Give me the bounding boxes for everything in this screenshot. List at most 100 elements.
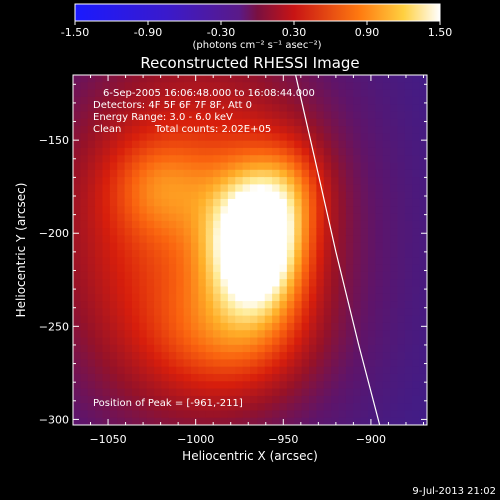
heatmap-cell <box>117 89 126 98</box>
heatmap-cell <box>390 147 399 156</box>
heatmap-cell <box>168 89 177 98</box>
heatmap-cell <box>117 381 126 390</box>
heatmap-cell <box>102 271 111 280</box>
heatmap-cell <box>198 96 207 105</box>
heatmap-cell <box>205 140 214 149</box>
heatmap-cell <box>242 118 251 127</box>
heatmap-cell <box>87 330 96 339</box>
heatmap-cell <box>213 279 222 288</box>
heatmap-cell <box>419 206 427 215</box>
heatmap-cell <box>109 344 118 353</box>
y-axis-ticks: −150−200−250−300 <box>39 83 427 426</box>
heatmap-cell <box>279 271 288 280</box>
heatmap-cell <box>338 337 347 346</box>
heatmap-cell <box>176 198 185 207</box>
heatmap-cell <box>272 403 281 412</box>
heatmap-cell <box>124 301 133 309</box>
heatmap-cell <box>117 271 126 280</box>
heatmap-cell <box>345 388 354 397</box>
heatmap-cell <box>124 257 133 266</box>
heatmap-cell <box>161 242 170 251</box>
heatmap-cell <box>80 395 89 404</box>
heatmap-cell <box>220 388 229 397</box>
heatmap-cell <box>146 96 155 105</box>
heatmap-cell <box>368 118 376 127</box>
heatmap-cell <box>390 169 399 178</box>
heatmap-cell <box>257 169 266 178</box>
heatmap-cell <box>102 235 111 244</box>
heatmap-cell <box>257 126 266 134</box>
heatmap-cell <box>257 177 266 185</box>
heatmap-cell <box>235 271 244 280</box>
heatmap-cell <box>139 352 148 360</box>
heatmap-cell <box>102 155 111 164</box>
x-axis-ticks: −1050 −1000 −950 −900 <box>89 75 424 446</box>
heatmap-cell <box>264 250 273 258</box>
heatmap-cell <box>419 264 427 273</box>
heatmap-cell <box>73 140 81 149</box>
heatmap-cell <box>191 213 199 222</box>
heatmap-cell <box>168 286 177 295</box>
heatmap-cell <box>183 96 192 105</box>
heatmap-cell <box>168 82 177 91</box>
heatmap-cell <box>375 82 384 91</box>
heatmap-cell <box>309 96 317 105</box>
heatmap-cell <box>368 191 376 200</box>
plot-frame <box>72 74 428 426</box>
heatmap-cell <box>146 228 155 237</box>
heatmap-cell <box>124 235 133 244</box>
heatmap-cell <box>375 89 384 98</box>
heatmap-cell <box>250 155 258 164</box>
heatmap-cell <box>412 228 421 237</box>
heatmap-cell <box>368 177 376 185</box>
heatmap-cell <box>191 169 199 178</box>
heatmap-cell <box>360 228 369 237</box>
heatmap-cell <box>331 162 340 171</box>
heatmap-cell <box>183 257 192 266</box>
heatmap-cell <box>301 301 310 309</box>
heatmap-cell <box>95 330 104 339</box>
heatmap-cell <box>132 235 140 244</box>
heatmap-cell <box>294 271 303 280</box>
heatmap-cell <box>353 242 362 251</box>
heatmap-cell <box>205 315 214 324</box>
heatmap-cell <box>404 293 413 302</box>
heatmap-cell <box>161 155 170 164</box>
heatmap-cell <box>419 359 427 368</box>
heatmap-cell <box>368 301 376 309</box>
heatmap-cell <box>191 373 199 382</box>
heatmap-cell <box>279 191 288 200</box>
heatmap-cell <box>139 75 148 83</box>
heatmap-cell <box>279 228 288 237</box>
heatmap-cell <box>198 322 207 331</box>
heatmap-cell <box>213 198 222 207</box>
heatmap-cell <box>198 337 207 346</box>
heatmap-cell <box>235 235 244 244</box>
heatmap-cell <box>360 271 369 280</box>
heatmap-cell <box>235 184 244 193</box>
heatmap-cell <box>191 118 199 127</box>
heatmap-cell <box>87 337 96 346</box>
heatmap-cell <box>109 177 118 185</box>
heatmap-cell <box>272 89 281 98</box>
heatmap-cell <box>301 111 310 120</box>
heatmap-cell <box>146 286 155 295</box>
heatmap-cell <box>80 126 89 134</box>
heatmap-cell <box>323 162 332 171</box>
heatmap-cell <box>183 206 192 215</box>
heatmap-cell <box>323 373 332 382</box>
heatmap-cell <box>272 395 281 404</box>
heatmap-cell <box>294 133 303 142</box>
heatmap-cell <box>205 279 214 288</box>
heatmap-cell <box>331 403 340 412</box>
heatmap-cell <box>331 388 340 397</box>
heatmap-cell <box>323 403 332 412</box>
heatmap-cell <box>279 344 288 353</box>
heatmap-cell <box>183 381 192 390</box>
heatmap-cell <box>109 82 118 91</box>
heatmap-cell <box>183 344 192 353</box>
heatmap-cell <box>132 373 140 382</box>
heatmap-cell <box>109 359 118 368</box>
heatmap-cell <box>316 388 325 397</box>
heatmap-cell <box>146 264 155 273</box>
